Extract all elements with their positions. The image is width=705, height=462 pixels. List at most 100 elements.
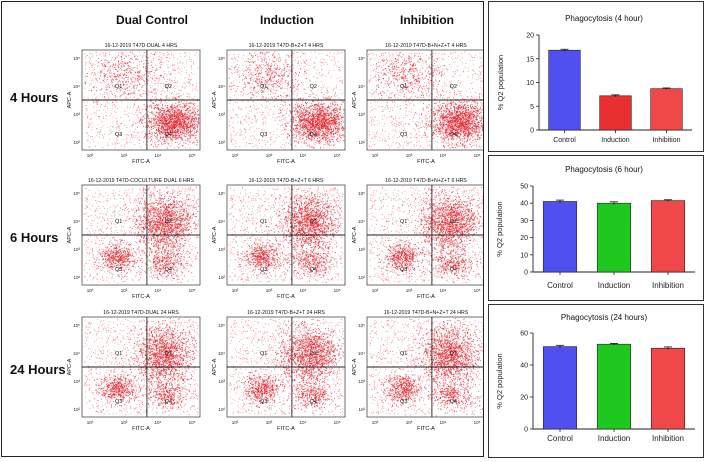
y-tick-label: 10³ — [218, 247, 225, 252]
x-tick-label: 10⁴ — [300, 420, 307, 425]
y-axis-label: APC-A — [212, 91, 218, 108]
column-header: Dual Control — [116, 13, 188, 27]
x-tick-label: 10⁴ — [155, 420, 162, 425]
x-tick-label: 10³ — [121, 288, 128, 293]
row-label: 4 Hours — [10, 90, 58, 105]
quadrant-label: Q3 — [260, 267, 267, 273]
y-axis-label: APC-A — [352, 358, 358, 375]
quadrant-label: Q1 — [260, 351, 267, 357]
y-tick-label: 10² — [358, 140, 365, 145]
y-axis-label: APC-A — [67, 358, 73, 375]
x-tick-label: 10³ — [121, 153, 128, 158]
y-axis-label: APC-A — [212, 358, 218, 375]
y-tick-label: 30 — [520, 218, 528, 225]
quadrant-label: Q3 — [400, 399, 407, 405]
x-tick-label: 10² — [87, 420, 94, 425]
flow-cytometry-panel: Dual Control Induction Inhibition 4 Hours 6 … — [1, 1, 484, 457]
bar — [651, 348, 684, 429]
y-tick-label: 40 — [520, 201, 528, 208]
bar — [597, 203, 630, 272]
y-tick-label: 40 — [520, 363, 528, 370]
quadrant-label: Q2 — [165, 219, 172, 225]
x-tick-label: 10² — [87, 153, 94, 158]
y-tick-label: 10² — [358, 275, 365, 280]
quadrant-label: Q2 — [165, 351, 172, 357]
y-tick-label: 10⁴ — [218, 84, 225, 89]
x-tick-label: 10² — [232, 420, 239, 425]
x-tick-label: 10⁵ — [334, 420, 341, 425]
y-tick-label: 0 — [524, 427, 528, 434]
quadrant-label: Q2 — [450, 219, 457, 225]
y-tick-label: 10² — [218, 407, 225, 412]
y-tick-label: 10⁴ — [218, 219, 225, 224]
category-label: Induction — [598, 281, 630, 290]
y-tick-label: 10² — [358, 407, 365, 412]
x-axis-label: FITC-A — [132, 159, 150, 165]
flow-plot-title: 16-12-2019 T47D-DUAL 24 HRS — [103, 310, 179, 316]
y-axis-label: % Q2 population — [495, 201, 504, 256]
quadrant-label: Q1 — [400, 351, 407, 357]
quadrant-label: Q2 — [310, 84, 317, 90]
chart-title: Phagocytosis (4 hour) — [565, 14, 643, 23]
x-tick-label: 10² — [232, 288, 239, 293]
y-tick-label: 10⁴ — [358, 84, 365, 89]
x-axis-label: FITC-A — [277, 294, 295, 300]
y-tick-label: 0 — [530, 128, 534, 135]
category-label: Inhibition — [652, 434, 684, 443]
chart-panel-24h: Phagocytosis (24 hours) 0 20 40 60% Q2 popul… — [488, 304, 704, 458]
x-tick-label: 10⁵ — [334, 153, 341, 158]
quadrant-label: Q4 — [450, 267, 457, 273]
quadrant-label: Q1 — [400, 219, 407, 225]
y-tick-label: 10 — [526, 80, 534, 87]
quadrant-label: Q1 — [260, 84, 267, 90]
x-tick-label: 10² — [87, 288, 94, 293]
x-tick-label: 10² — [372, 288, 379, 293]
quadrant-label: Q4 — [165, 267, 172, 273]
quadrant-label: Q1 — [115, 84, 122, 90]
x-axis-label: FITC-A — [132, 426, 150, 432]
y-axis-label: APC-A — [352, 91, 358, 108]
chart-title: Phagocytosis (24 hours) — [561, 313, 648, 322]
x-axis-label: FITC-A — [417, 294, 435, 300]
category-label: Induction — [601, 137, 630, 144]
y-tick-label: 10³ — [358, 112, 365, 117]
x-tick-label: 10⁴ — [155, 288, 162, 293]
x-tick-label: 10³ — [266, 288, 273, 293]
column-header: Inhibition — [400, 13, 454, 27]
x-tick-label: 10⁵ — [189, 420, 196, 425]
x-tick-label: 10² — [372, 153, 379, 158]
y-tick-label: 20 — [526, 33, 534, 40]
flow-plot-title: 16-12-2019 T47D-B+Z+T 4 HRS — [249, 43, 324, 49]
x-axis-label: FITC-A — [277, 159, 295, 165]
quadrant-label: Q1 — [115, 351, 122, 357]
quadrant-label: Q3 — [260, 132, 267, 138]
quadrant-label: Q3 — [400, 132, 407, 138]
y-axis-label: % Q2 population — [496, 55, 505, 110]
flow-plot-title: 16-12-2019 T47D-COCULTURE DUAL 6 HRS — [88, 178, 195, 184]
quadrant-label: Q2 — [450, 84, 457, 90]
y-tick-label: 10⁵ — [73, 56, 80, 61]
x-tick-label: 10⁴ — [440, 153, 447, 158]
y-tick-label: 50 — [520, 184, 528, 191]
y-tick-label: 10⁵ — [73, 323, 80, 328]
quadrant-label: Q2 — [310, 219, 317, 225]
x-tick-label: 10³ — [266, 153, 273, 158]
y-tick-label: 0 — [524, 270, 528, 277]
y-tick-label: 10⁵ — [218, 323, 225, 328]
x-tick-label: 10⁴ — [300, 153, 307, 158]
bar — [600, 96, 632, 130]
y-tick-label: 10⁵ — [358, 323, 365, 328]
y-tick-label: 10³ — [218, 379, 225, 384]
x-tick-label: 10³ — [406, 420, 413, 425]
quadrant-label: Q3 — [115, 267, 122, 273]
y-tick-label: 10² — [73, 140, 80, 145]
x-tick-label: 10⁴ — [300, 288, 307, 293]
